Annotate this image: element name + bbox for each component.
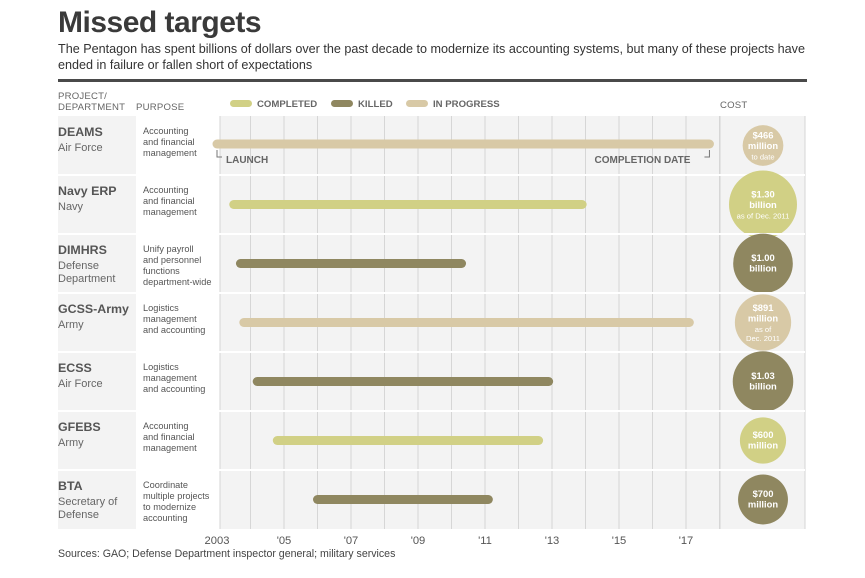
project-purpose: Accounting (143, 421, 188, 431)
cost-label: million (748, 313, 778, 324)
cost-label: billion (749, 381, 777, 392)
project-purpose: management (143, 148, 197, 158)
legend-swatch-killed (331, 100, 353, 107)
legend-label-killed: KILLED (358, 99, 393, 110)
project-purpose: and financial (143, 196, 195, 206)
x-tick-label: '07 (344, 535, 359, 547)
x-tick-label: '09 (411, 535, 426, 547)
project-department: Defense (58, 509, 99, 521)
cost-bubble (742, 125, 784, 166)
project-purpose: and personnel (143, 255, 201, 265)
header-purpose: PURPOSE (136, 102, 185, 113)
cost-label: $600 (753, 429, 774, 440)
cost-label: $1.00 (751, 252, 774, 263)
legend-label-completed: COMPLETED (257, 99, 317, 110)
header-project: PROJECT/ DEPARTMENT (58, 91, 125, 113)
project-purpose: department-wide (143, 277, 211, 287)
project-purpose: and accounting (143, 325, 205, 335)
cost-label: Dec. 2011 (746, 334, 780, 343)
x-tick-label: 2003 (205, 535, 230, 547)
project-purpose: Accounting (143, 185, 188, 195)
project-name: DIMHRS (58, 243, 107, 257)
cost-bubble (738, 474, 788, 525)
cost-label: billion (749, 263, 777, 274)
cost-label: $466 (753, 130, 774, 141)
header-project-line1: PROJECT/ (58, 91, 108, 102)
cost-label: million (748, 440, 778, 451)
project-department: Secretary of (58, 496, 118, 508)
project-purpose: multiple projects (143, 491, 210, 501)
project-panel (58, 116, 136, 529)
project-purpose: management (143, 207, 197, 217)
cost-label: billion (749, 199, 777, 210)
completion-bracket (704, 150, 710, 158)
cost-label: to date (751, 153, 774, 162)
project-name: BTA (58, 479, 83, 493)
project-name: ECSS (58, 361, 92, 375)
legend-swatch-completed (230, 100, 252, 107)
project-purpose: to modernize (143, 502, 196, 512)
project-purpose: and financial (143, 137, 195, 147)
project-purpose: management (143, 314, 197, 324)
cost-label: million (748, 499, 778, 510)
cost-label: million (748, 140, 778, 151)
header-cost: COST (720, 100, 748, 111)
legend-swatch-in_progress (406, 100, 428, 107)
completion-annotation: COMPLETION DATE (595, 155, 691, 166)
cost-label: $700 (753, 488, 774, 499)
project-purpose: Logistics (143, 303, 179, 313)
cost-label: $1.03 (751, 370, 774, 381)
x-tick-label: '13 (545, 535, 560, 547)
project-purpose: Accounting (143, 126, 188, 136)
project-purpose: Logistics (143, 362, 179, 372)
cost-label: $891 (753, 302, 774, 313)
x-tick-label: '15 (612, 535, 627, 547)
source-note: Sources: GAO; Defense Department inspect… (58, 548, 396, 560)
cost-bubble (733, 233, 793, 294)
project-name: Navy ERP (58, 184, 117, 198)
cost-label: $1.30 (751, 189, 774, 200)
cost-label: as of Dec. 2011 (737, 212, 790, 221)
project-purpose: management (143, 443, 197, 453)
cost-bubble (729, 170, 797, 239)
title-rule (58, 79, 807, 82)
project-department: Department (58, 273, 115, 285)
project-department: Air Force (58, 142, 103, 154)
project-department: Navy (58, 201, 84, 213)
cost-label: as of (755, 325, 772, 334)
x-tick-label: '05 (277, 535, 292, 547)
project-purpose: functions (143, 266, 180, 276)
project-name: DEAMS (58, 125, 103, 139)
x-tick-label: '17 (679, 535, 694, 547)
project-name: GFEBS (58, 420, 101, 434)
chart-subtitle: The Pentagon has spent billions of dolla… (58, 42, 805, 72)
project-purpose: management (143, 373, 197, 383)
project-department: Defense (58, 260, 99, 272)
chart-title: Missed targets (58, 6, 262, 39)
project-department: Army (58, 437, 84, 449)
cost-bubble (734, 294, 792, 351)
cost-bubble (739, 417, 787, 464)
project-department: Army (58, 319, 84, 331)
launch-annotation: LAUNCH (226, 155, 268, 166)
x-tick-label: '11 (478, 535, 492, 547)
launch-bracket (216, 150, 222, 158)
project-purpose: Unify payroll (143, 244, 194, 254)
project-purpose: and financial (143, 432, 195, 442)
legend-label-in_progress: IN PROGRESS (433, 99, 500, 110)
project-department: Air Force (58, 378, 103, 390)
header-project-line2: DEPARTMENT (58, 102, 126, 113)
project-purpose: and accounting (143, 384, 205, 394)
cost-bubble (732, 351, 794, 412)
project-purpose: accounting (143, 513, 187, 523)
project-purpose: Coordinate (143, 480, 188, 490)
project-name: GCSS-Army (58, 302, 129, 316)
